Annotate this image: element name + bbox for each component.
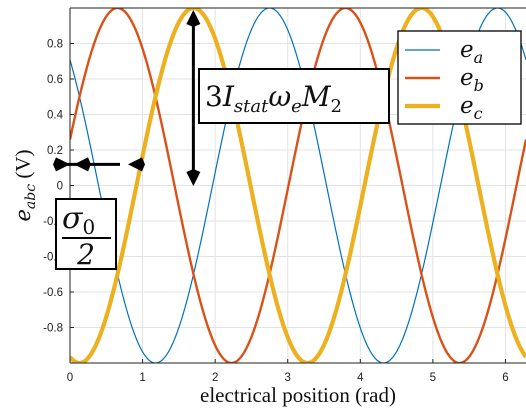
y-tick-label: 0.2: [47, 145, 63, 157]
axis-labels: electrical position (rad) eabc (V): [11, 149, 396, 407]
amplitude-arrow-head-bottom: [186, 168, 201, 186]
x-axis-label: electrical position (rad): [200, 383, 396, 407]
y-tick-label: 0: [57, 181, 63, 193]
offset-arrow-head-outer: [128, 157, 145, 172]
offset-label-denominator: 2: [76, 238, 95, 271]
offset-arrow-head-left: [53, 157, 70, 172]
x-tick-label: 2: [212, 372, 218, 384]
series-line-e-a: [70, 8, 526, 363]
offset-label-numerator: σ0: [62, 201, 95, 239]
annotations: 3IstatωeM2 σ02: [53, 10, 390, 271]
y-tick-label: -0.6: [43, 287, 63, 299]
legend-label-e-a: ea: [460, 37, 483, 67]
x-tick-label: 0: [67, 372, 73, 384]
x-tick-label: 1: [139, 372, 145, 384]
x-tick-label: 4: [357, 372, 364, 384]
x-tick-label: 6: [502, 372, 508, 384]
offset-arrow-head-right: [74, 157, 91, 172]
y-tick-label: 0.4: [47, 110, 64, 122]
amplitude-arrow-head-top: [186, 10, 201, 27]
y-tick-label: 0.8: [47, 39, 63, 51]
y-tick-label: -0.8: [43, 323, 63, 335]
x-tick-label: 3: [285, 372, 291, 384]
series-line-e-b: [70, 8, 526, 363]
amplitude-label-box: [198, 68, 390, 124]
y-axis-label: eabc (V): [11, 149, 39, 221]
x-tick-label: 5: [430, 372, 436, 384]
amplitude-label: 3IstatωeM2: [205, 80, 342, 117]
offset-label-box: [55, 198, 117, 270]
axes: [69, 7, 526, 364]
legend-label-e-c: ec: [460, 93, 483, 123]
legend-label-e-b: eb: [460, 65, 484, 95]
y-tick-label: 0.6: [47, 74, 63, 86]
